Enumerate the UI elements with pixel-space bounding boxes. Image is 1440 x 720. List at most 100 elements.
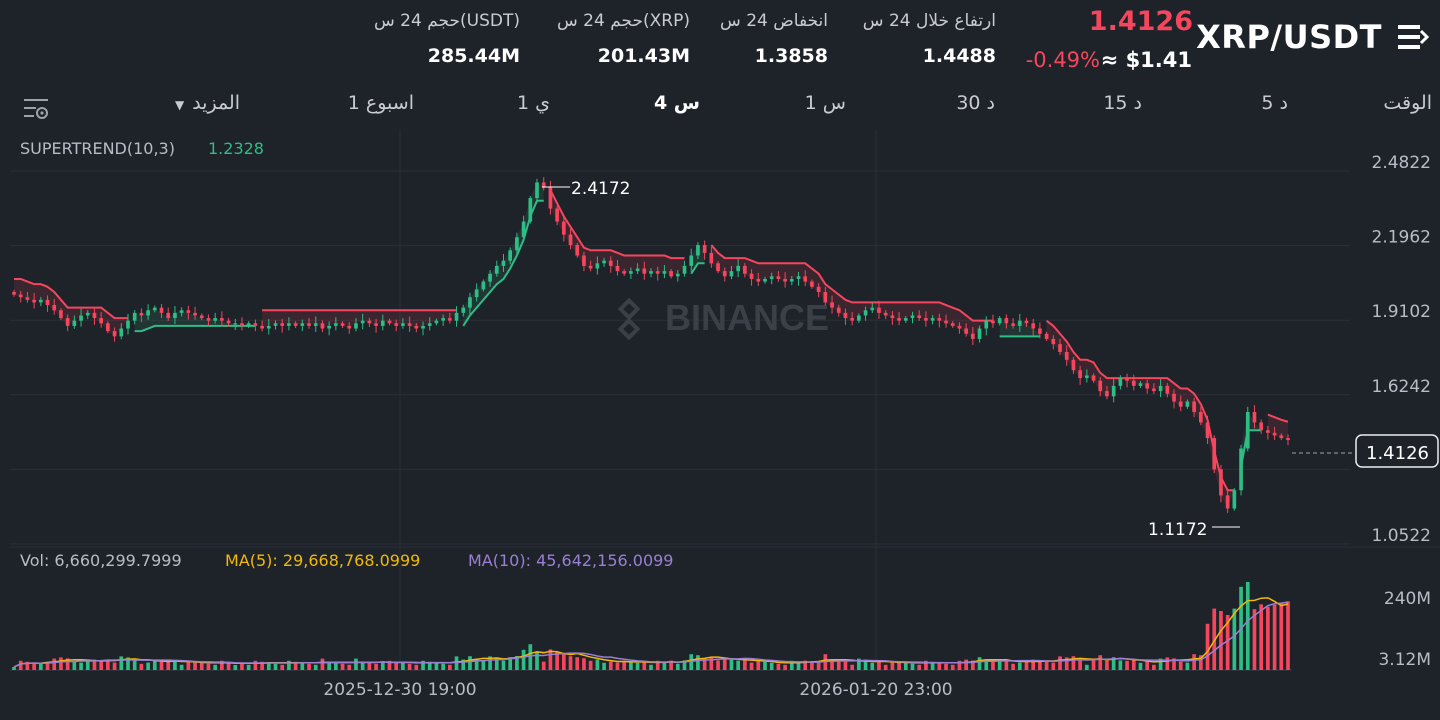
high-marker: 2.4172 <box>542 179 630 199</box>
tab-1h[interactable]: 1 س <box>804 92 846 114</box>
volume-bar <box>1192 654 1196 670</box>
candle <box>119 328 124 337</box>
volume-bar <box>1225 615 1230 670</box>
volume-bar <box>1172 658 1176 670</box>
candle <box>883 312 888 316</box>
supertrend-line <box>710 244 993 322</box>
tab-15m[interactable]: 15 د <box>1103 92 1142 114</box>
price-axis-label: 1.6242 <box>1372 377 1431 397</box>
candle <box>1205 422 1210 439</box>
volume-bar <box>910 663 915 670</box>
more-dropdown[interactable]: ▼ المزيد <box>175 92 240 114</box>
candle <box>675 273 680 277</box>
supertrend-line <box>14 277 128 320</box>
candle <box>1031 323 1036 329</box>
candle <box>950 323 955 326</box>
pair-title[interactable]: XRP/USDT <box>1196 18 1382 56</box>
volume-bar <box>629 661 633 670</box>
time-label: الوقت <box>1383 92 1432 114</box>
candle <box>810 281 814 287</box>
volume-bar <box>387 660 392 670</box>
volume-bar <box>937 662 942 670</box>
volume-bar <box>1118 660 1123 670</box>
volume-bar <box>394 661 399 670</box>
tab-30m[interactable]: 30 د <box>956 92 995 114</box>
candle <box>1071 359 1076 371</box>
candle <box>696 245 700 256</box>
volume-bar <box>836 660 841 670</box>
price-axis-label: 2.1962 <box>1372 228 1431 248</box>
volume-bar <box>226 661 231 670</box>
volume-bar <box>1044 661 1049 670</box>
candle <box>233 323 238 325</box>
volume-bar <box>1219 611 1223 670</box>
volume-label: Vol: 6,660,299.7999 <box>20 551 182 570</box>
tab-4h[interactable]: 4 س <box>653 92 700 114</box>
candle <box>59 310 63 319</box>
volume-bar <box>655 660 660 670</box>
usd-price: ≈ $1.41 <box>1100 48 1192 72</box>
chart-settings-icon[interactable] <box>22 96 50 126</box>
candle <box>568 234 573 246</box>
volume-bar <box>608 661 613 670</box>
pair-menu-icon[interactable] <box>1396 20 1430 54</box>
price-change-percent: -0.49% <box>1025 48 1100 72</box>
candle <box>957 325 962 329</box>
candle <box>260 325 264 329</box>
candle <box>903 318 908 321</box>
candle <box>427 323 432 326</box>
candle <box>1138 383 1143 386</box>
tab-1d[interactable]: 1 ي <box>516 92 550 114</box>
candle <box>1105 391 1109 397</box>
candle <box>186 310 191 313</box>
candle <box>1172 393 1176 402</box>
volume-bar <box>1272 604 1277 670</box>
candle <box>367 320 372 324</box>
candle <box>220 318 224 321</box>
volume-bar <box>1185 662 1190 670</box>
candle <box>1192 401 1196 412</box>
volume-bar <box>186 660 191 670</box>
candle <box>447 318 452 321</box>
tab-5m[interactable]: 5 د <box>1261 92 1288 114</box>
volume-bar <box>293 661 298 670</box>
candle <box>1098 380 1103 392</box>
candle <box>608 260 613 266</box>
volume-bar <box>1098 655 1103 670</box>
candle <box>287 323 291 326</box>
volume-bar <box>521 649 526 670</box>
candle <box>850 318 855 321</box>
volume-bar <box>709 657 714 670</box>
candle <box>327 325 331 329</box>
volume-bar <box>340 663 345 670</box>
volume-bar <box>139 663 144 670</box>
candle <box>99 318 104 324</box>
volume-bar <box>1266 606 1270 670</box>
volume-bar <box>421 660 425 670</box>
volume-bar <box>106 659 110 670</box>
candle <box>984 320 989 329</box>
volume-ma10-line <box>13 601 1289 668</box>
volume-bar <box>132 658 137 670</box>
volume-bar <box>743 659 747 670</box>
supertrend-line <box>1240 429 1262 467</box>
candle <box>1084 375 1089 379</box>
price-chart[interactable]: BINANCE 2.48222.19621.91021.62421.33821.… <box>0 130 1440 705</box>
tab-1w[interactable]: 1 اسبوع <box>347 92 414 114</box>
volume-bar <box>964 659 968 670</box>
candle <box>709 252 714 264</box>
candle <box>1051 338 1056 345</box>
volume-bar <box>615 662 620 670</box>
stat-vol-xrp-label: حجم 24 س(XRP) <box>557 11 690 31</box>
stat-low-label: انخفاض 24 س <box>720 11 828 31</box>
candle <box>1225 495 1230 509</box>
volume-bar <box>434 662 439 670</box>
candle <box>870 307 875 311</box>
volume-bar <box>803 660 808 670</box>
candle <box>72 320 77 326</box>
volume-bar <box>716 660 720 670</box>
candle <box>1125 378 1129 381</box>
candle <box>548 187 553 209</box>
candle <box>454 312 459 321</box>
volume-bar <box>320 658 325 670</box>
